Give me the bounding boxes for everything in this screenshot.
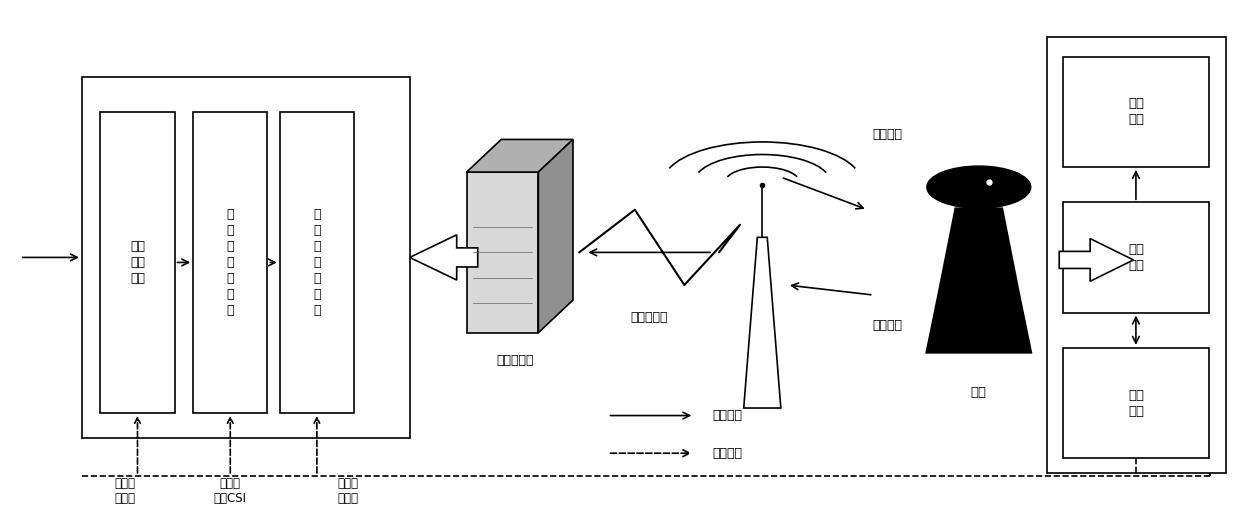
Text: 二
阶
预
编
码
矩
阵: 二 阶 预 编 码 矩 阵: [227, 208, 234, 317]
Bar: [280, 112, 353, 413]
Text: 基带处理器: 基带处理器: [496, 354, 533, 367]
Text: 信道
估计: 信道 估计: [1128, 243, 1145, 272]
Bar: [193, 112, 268, 413]
Text: 信道统
计信息: 信道统 计信息: [114, 477, 135, 505]
Polygon shape: [538, 139, 573, 333]
Polygon shape: [926, 208, 1032, 353]
Polygon shape: [466, 139, 573, 172]
Text: 上行反馈: 上行反馈: [872, 319, 903, 332]
Polygon shape: [744, 237, 781, 408]
Bar: [100, 112, 175, 413]
Text: 用户: 用户: [971, 386, 987, 400]
Text: 光传输链路: 光传输链路: [630, 311, 668, 324]
Bar: [466, 172, 538, 333]
Bar: [1063, 348, 1209, 458]
Text: 量化
信息: 量化 信息: [1128, 388, 1145, 417]
Text: 信息
处理: 信息 处理: [1128, 97, 1145, 126]
Polygon shape: [1059, 239, 1133, 281]
Polygon shape: [409, 235, 477, 280]
Bar: [82, 77, 409, 438]
Text: 一
阶
预
编
码
矩
阵: 一 阶 预 编 码 矩 阵: [314, 208, 321, 317]
Bar: [1063, 202, 1209, 313]
Text: 虚拟链路: 虚拟链路: [713, 447, 743, 460]
Text: 实际链路: 实际链路: [713, 409, 743, 422]
Circle shape: [926, 166, 1030, 208]
Bar: [1047, 37, 1226, 473]
Text: 维度降
低的CSI: 维度降 低的CSI: [213, 477, 247, 505]
Bar: [1063, 56, 1209, 167]
Text: 下行训练: 下行训练: [872, 128, 903, 141]
Text: 天线
选择
算法: 天线 选择 算法: [130, 240, 145, 285]
Text: 信道统
计信息: 信道统 计信息: [337, 477, 358, 505]
